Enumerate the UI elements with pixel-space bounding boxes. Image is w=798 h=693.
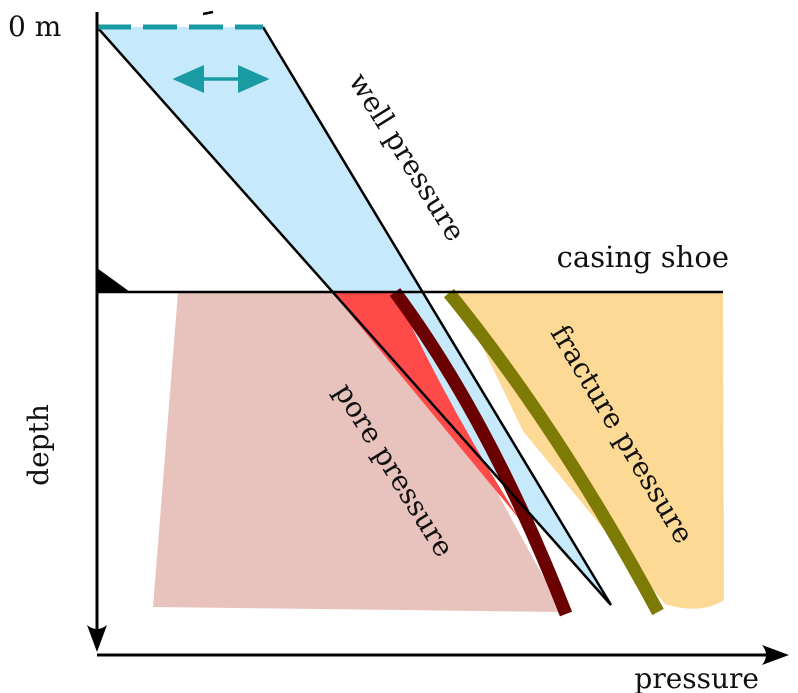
depth-axis-arrowhead bbox=[87, 625, 107, 652]
pressure-axis-label: pressure bbox=[634, 662, 759, 693]
pore-pressure-curve bbox=[389, 288, 573, 617]
small-tick-mark bbox=[202, 10, 214, 16]
well-pressure-max-line bbox=[261, 26, 613, 606]
casing-shoe-marker bbox=[97, 268, 130, 292]
fracture-pressure-region bbox=[456, 292, 724, 609]
fracture-pressure-curve bbox=[443, 288, 664, 616]
depth-zero-label: 0 m bbox=[8, 10, 61, 43]
overlap-zone bbox=[332, 292, 520, 520]
well-pressure-min-line bbox=[96, 26, 612, 606]
depth-axis-label: depth bbox=[22, 404, 55, 486]
pore-pressure-region bbox=[153, 292, 563, 612]
casing-shoe-label: casing shoe bbox=[557, 240, 729, 274]
pressure-axis-arrowhead bbox=[762, 645, 789, 665]
